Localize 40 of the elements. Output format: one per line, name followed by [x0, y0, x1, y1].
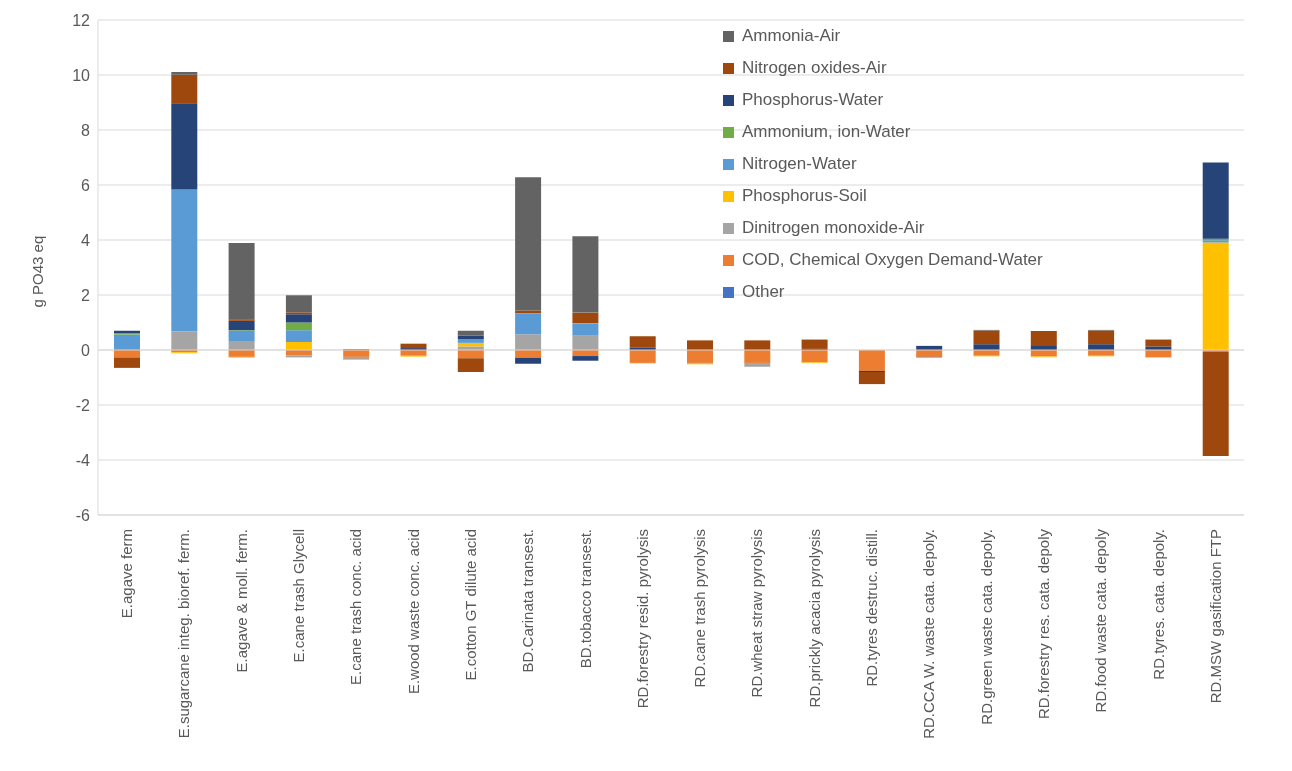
x-tick-label: RD.green waste cata. depoly. — [977, 529, 995, 725]
y-axis-title: g PO43 eq — [29, 235, 47, 308]
legend-label: Ammonia-Air — [742, 26, 841, 46]
x-tick-label: E.cane trash conc. acid — [347, 529, 365, 685]
x-tick-label: RD.prickly acacia pyrolysis — [805, 529, 823, 708]
legend-label: Phosphorus-Water — [742, 90, 884, 110]
x-tick-label: RD.wheat straw pyrolysis — [748, 529, 766, 698]
x-tick-label: E.cane trash Glycell — [290, 529, 308, 663]
y-tick-label: 8 — [81, 121, 91, 139]
x-tick-label: RD.MSW gasification FTP — [1206, 529, 1224, 704]
y-tick-label: -2 — [75, 396, 91, 414]
x-tick-label: RD.cane trash pyrolysis — [691, 529, 709, 688]
x-tick-label: RD.forestry resid. pyrolysis — [633, 529, 651, 709]
y-tick-label: 0 — [81, 341, 91, 359]
x-tick-label: BD.Carinata transest. — [519, 529, 537, 673]
x-tick-label: BD.tobacco transest. — [576, 529, 594, 669]
y-tick-label: -6 — [75, 506, 91, 524]
legend-label: Nitrogen-Water — [742, 154, 857, 174]
x-tick-label: E.sugarcane integ. bioref. ferm. — [175, 529, 193, 739]
y-tick-label: 2 — [81, 286, 91, 304]
legend-label: Other — [742, 282, 785, 302]
y-tick-label: 4 — [81, 231, 91, 249]
x-tick-label: RD.tyres destruc. distill. — [863, 529, 881, 687]
y-tick-label: 6 — [81, 176, 91, 194]
legend-label: Dinitrogen monoxide-Air — [742, 218, 925, 238]
y-tick-label: 10 — [72, 66, 91, 84]
legend-label: Phosphorus-Soil — [742, 186, 867, 206]
x-tick-label: E.agave ferm — [118, 529, 136, 619]
legend-label: COD, Chemical Oxygen Demand-Water — [742, 250, 1043, 270]
x-tick-label: RD.tyres. cata. depoly. — [1149, 529, 1167, 680]
x-tick-label: RD.food waste cata. depoly — [1092, 528, 1110, 713]
legend-label: Ammonium, ion-Water — [742, 122, 911, 142]
x-tick-label: E.agave & moll. ferm. — [232, 529, 250, 673]
x-tick-label: RD.CCA W. waste cata. depoly. — [920, 529, 938, 739]
x-tick-label: RD.forestry res. cata. depoly — [1034, 528, 1052, 720]
y-tick-label: -4 — [75, 451, 91, 469]
legend-label: Nitrogen oxides-Air — [742, 58, 887, 78]
x-tick-label: E.cotton GT dilute acid — [461, 529, 479, 681]
y-tick-label: 12 — [72, 11, 91, 29]
x-tick-label: E.wood waste conc. acid — [404, 529, 422, 695]
